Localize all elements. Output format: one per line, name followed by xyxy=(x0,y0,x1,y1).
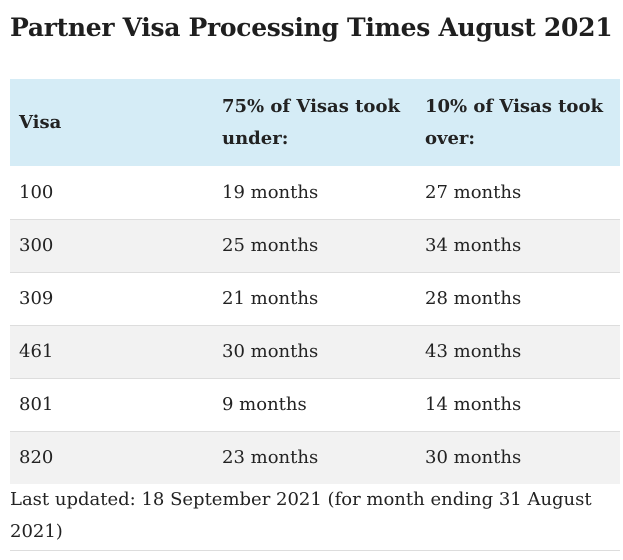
cell-over: 43 months xyxy=(416,324,620,378)
cell-visa: 461 xyxy=(10,324,213,378)
cell-over: 34 months xyxy=(416,218,620,272)
cell-visa: 100 xyxy=(19,181,54,203)
cell-under: 30 months xyxy=(213,324,416,378)
table-row: 300 25 months 34 months xyxy=(10,218,620,272)
cell-under: 25 months xyxy=(213,218,416,272)
table-row: 461 30 months 43 months xyxy=(10,324,620,378)
cell-over: 30 months xyxy=(416,430,620,484)
last-updated-note: Last updated: 18 September 2021 (for mon… xyxy=(10,489,592,542)
cell-over: 28 months xyxy=(416,271,620,325)
table-row: 801 9 months 14 months xyxy=(10,377,620,431)
cell-over: 14 months xyxy=(416,377,620,431)
cell-visa: 300 xyxy=(10,218,213,272)
table-row: 820 23 months 30 months xyxy=(10,430,620,484)
header-10-percent: 10% of Visas took over: xyxy=(416,79,620,166)
cell-under: 9 months xyxy=(213,377,416,431)
cell-visa: 820 xyxy=(10,430,213,484)
table-header-row: Visa 75% of Visas took under: 10% of Vis… xyxy=(10,79,620,166)
cell-under: 23 months xyxy=(213,430,416,484)
cell-under: 21 months xyxy=(213,271,416,325)
cell-under: 19 months xyxy=(222,181,319,203)
table-row: 309 21 months 28 months xyxy=(10,271,620,325)
footer-divider xyxy=(10,550,620,551)
cell-visa: 801 xyxy=(10,377,213,431)
header-visa: Visa xyxy=(10,79,213,166)
page-title: Partner Visa Processing Times August 202… xyxy=(10,13,613,42)
cell-visa: 309 xyxy=(10,271,213,325)
header-75-percent: 75% of Visas took under: xyxy=(213,79,416,166)
processing-times-table: Visa 75% of Visas took under: 10% of Vis… xyxy=(10,79,620,484)
table-row: 100 19 months 27 months xyxy=(10,166,620,219)
cell-over: 27 months xyxy=(425,181,522,203)
